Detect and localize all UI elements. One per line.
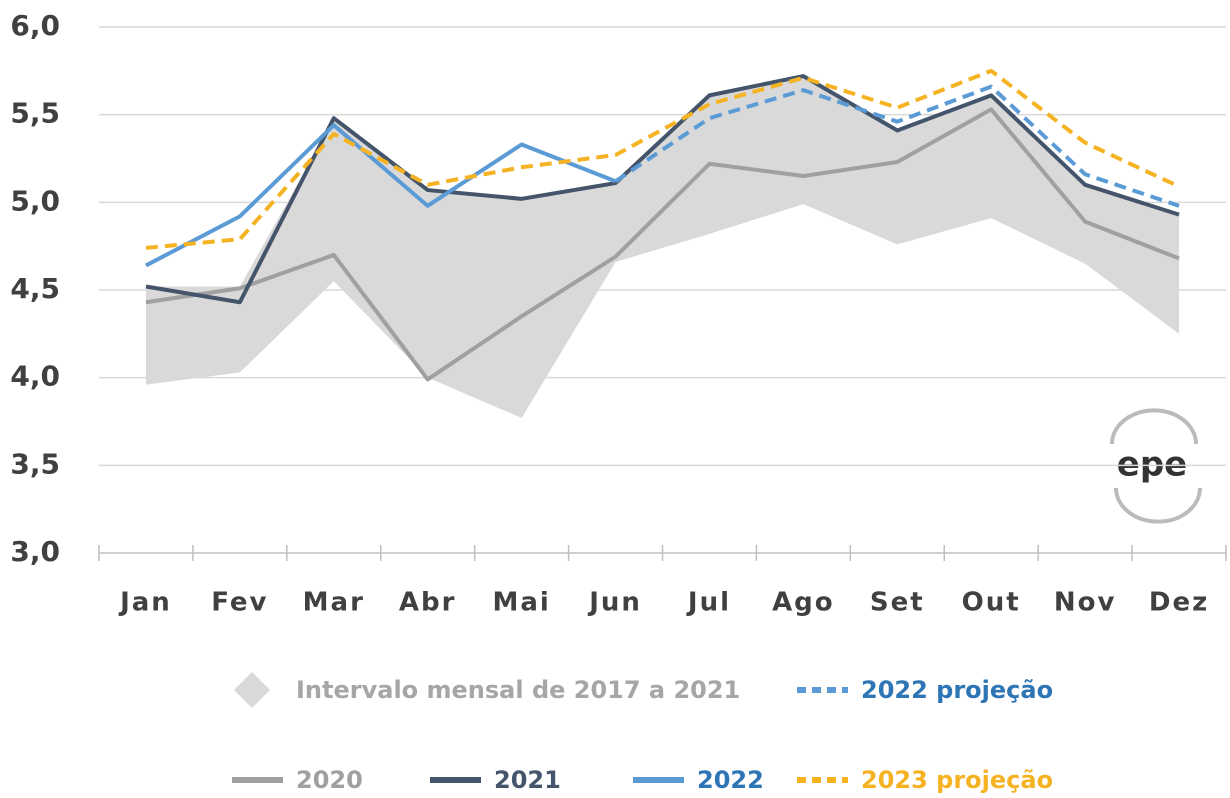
y-tick-label: 5,5 bbox=[10, 97, 60, 130]
logo-arc bbox=[1114, 487, 1202, 524]
x-tick-label: Jun bbox=[587, 588, 642, 618]
x-tick-label: Ago bbox=[772, 588, 835, 618]
legend-label: 2023 projeção bbox=[861, 766, 1053, 794]
x-tick-label: Out bbox=[962, 588, 1021, 618]
x-tick-label: Mai bbox=[492, 588, 550, 618]
series-line bbox=[145, 107, 1180, 382]
x-tick-label: Nov bbox=[1054, 588, 1117, 618]
logo-text: epe bbox=[1117, 445, 1187, 485]
y-tick-label: 6,0 bbox=[10, 9, 60, 42]
x-tick-label: Fev bbox=[211, 588, 268, 618]
legend-label: 2022 bbox=[697, 766, 764, 794]
x-tick-label: Dez bbox=[1149, 588, 1209, 618]
logo-arc bbox=[1110, 408, 1198, 445]
y-tick-label: 5,0 bbox=[10, 184, 60, 217]
legend-label: 2021 bbox=[494, 766, 561, 794]
series-line bbox=[145, 68, 1180, 250]
x-tick-label: Set bbox=[870, 588, 925, 618]
y-tick-label: 4,5 bbox=[10, 272, 60, 305]
range-band bbox=[145, 76, 1180, 418]
x-tick-label: Jul bbox=[686, 588, 731, 618]
legend-label: Intervalo mensal de 2017 a 2021 bbox=[296, 676, 740, 704]
y-tick-label: 4,0 bbox=[10, 360, 60, 393]
logo: epe bbox=[1110, 408, 1202, 524]
y-tick-label: 3,5 bbox=[10, 447, 60, 480]
legend-label: 2022 projeção bbox=[861, 676, 1053, 704]
x-tick-label: Jan bbox=[118, 588, 172, 618]
x-tick-label: Mar bbox=[303, 588, 365, 618]
x-tick-label: Abr bbox=[399, 588, 457, 618]
legend-swatch bbox=[234, 672, 270, 708]
series-line bbox=[145, 123, 617, 268]
series-line bbox=[614, 84, 1180, 208]
legend-label: 2020 bbox=[296, 766, 363, 794]
y-tick-label: 3,0 bbox=[10, 535, 60, 568]
